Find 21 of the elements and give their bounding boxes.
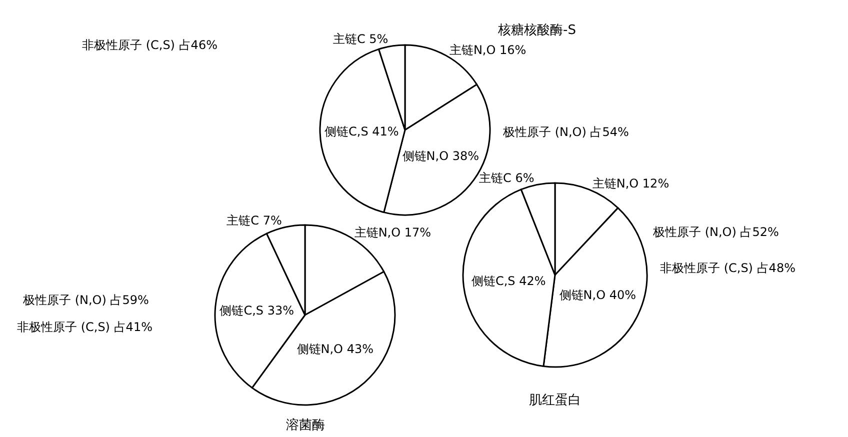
slice-label: 主链C 6% <box>479 170 534 185</box>
slice-label: 主链C 5% <box>332 32 388 46</box>
slice-label: 主链N,O 12% <box>592 176 670 190</box>
text: 极性原子 (N,O) 占54% <box>502 125 629 139</box>
text: 极性原子 (N,O) 占59% <box>22 293 149 307</box>
text: 非极性原子 (C,S) 占48% <box>660 261 796 275</box>
text: 非极性原子 (C,S) 占46% <box>82 38 218 52</box>
slice-label: 主链C 7% <box>226 214 282 228</box>
slice-label: 侧链C,S 33% <box>220 303 294 318</box>
slice-label: 主链N,O 16% <box>449 43 526 58</box>
slice-label: 侧链C,S 41% <box>324 124 399 138</box>
text: 极性原子 (N,O) 占52% <box>652 225 779 239</box>
chart-title: 核糖核酸酶-S <box>497 23 576 38</box>
slice-label: 侧链C,S 42% <box>471 274 546 288</box>
text: 非极性原子 (C,S) 占41% <box>17 320 152 334</box>
slice-label: 侧链N,O 40% <box>559 288 636 302</box>
text: 溶菌酶 <box>286 417 325 433</box>
slice-label: 侧链N,O 43% <box>296 342 374 356</box>
text: 肌红蛋白 <box>529 393 581 408</box>
slice-label: 主链N,O 17% <box>354 225 432 240</box>
slice-label: 侧链N,O 38% <box>402 148 479 163</box>
